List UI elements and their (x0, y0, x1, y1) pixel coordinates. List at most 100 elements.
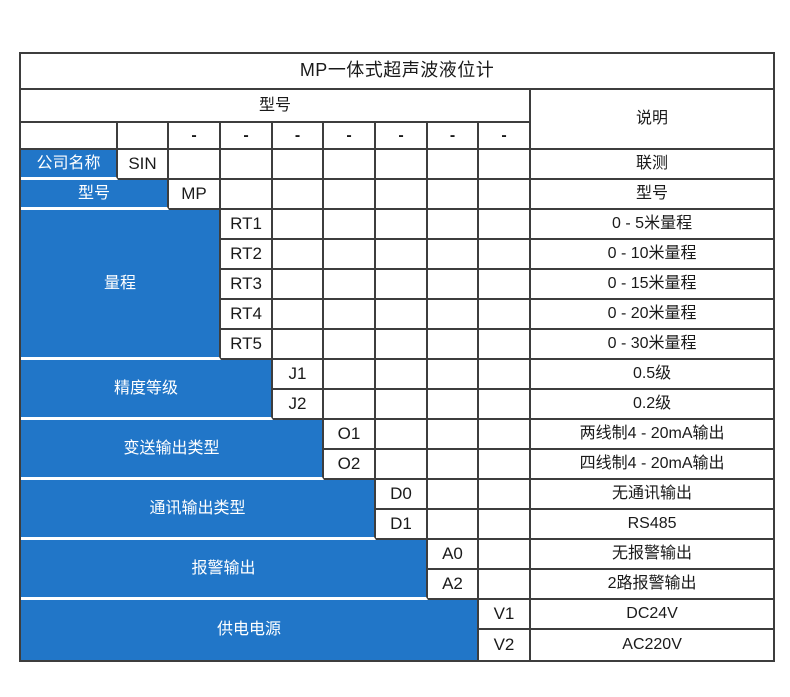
description-cell: RS485 (531, 510, 774, 540)
section-label: 供电电源 (21, 600, 479, 660)
code-cell: A2 (428, 570, 479, 600)
empty-cell (324, 360, 376, 390)
code-cell: V1 (479, 600, 531, 630)
section-label: 公司名称 (21, 150, 118, 180)
code-cell: A0 (428, 540, 479, 570)
empty-cell (479, 540, 531, 570)
table-row: V2 AC220V (21, 630, 773, 660)
description-cell: AC220V (622, 636, 682, 654)
dash-cell: - (221, 123, 273, 150)
description-cell: 四线制4 - 20mA输出 (531, 450, 774, 480)
table-row: O2 四线制4 - 20mA输出 (21, 450, 774, 480)
empty-cell (273, 150, 324, 180)
description-cell: 联测 (531, 150, 774, 180)
dash-cell: - (169, 123, 221, 150)
empty-cell (428, 450, 479, 480)
code-cell: J2 (273, 390, 324, 420)
empty-cell (376, 450, 428, 480)
section-label: 变送输出类型 (21, 420, 324, 480)
empty-cell (428, 390, 479, 420)
description-cell: 0 - 20米量程 (531, 300, 774, 330)
empty-cell (428, 300, 479, 330)
description-cell: 0 - 15米量程 (531, 270, 774, 300)
table-row: A2 2路报警输出 (21, 570, 774, 600)
empty-cell (324, 300, 376, 330)
empty-cell (479, 150, 531, 180)
empty-cell (479, 570, 531, 600)
table-row: 变送输出类型 O1 两线制4 - 20mA输出 (21, 420, 774, 480)
empty-cell (376, 330, 428, 360)
code-cell: V2 (479, 630, 531, 660)
empty-cell (376, 210, 428, 240)
empty-cell (273, 240, 324, 270)
empty-cell (428, 330, 479, 360)
empty-cell (428, 270, 479, 300)
table-row: RT4 0 - 20米量程 (21, 300, 774, 330)
description-cell: 2路报警输出 (531, 570, 774, 600)
empty-cell (376, 150, 428, 180)
table-row: 精度等级 J1 0.5级 (21, 360, 774, 420)
empty-cell (273, 270, 324, 300)
model-selection-table: MP一体式超声波液位计 型号 说明 - - - - - - - 公司名称 SIN 联测 型号 MP 型号… (19, 52, 776, 662)
empty-cell (479, 450, 531, 480)
dash-cell: - (324, 123, 376, 150)
table-row: 供电电源 V1 DC24V (21, 600, 774, 660)
table-title: MP一体式超声波液位计 (21, 54, 774, 90)
code-cell: SIN (118, 150, 169, 180)
empty-cell (428, 480, 479, 510)
empty-cell (428, 510, 479, 540)
empty-cell (479, 240, 531, 270)
description-cell: 无报警输出 (531, 540, 774, 570)
description-cell: 两线制4 - 20mA输出 (531, 420, 774, 450)
description-cell: 无通讯输出 (531, 480, 774, 510)
empty-cell (376, 240, 428, 270)
description-cell: 0 - 10米量程 (531, 240, 774, 270)
empty-cell (273, 330, 324, 360)
empty-cell (376, 270, 428, 300)
empty-cell (376, 360, 428, 390)
code-cell: O2 (324, 450, 376, 480)
empty-cell (479, 330, 531, 360)
dash-row: ------- (21, 123, 773, 150)
empty-cell (169, 150, 221, 180)
empty-cell (479, 420, 531, 450)
empty-cell (428, 180, 479, 210)
empty-cell (479, 510, 531, 540)
empty-cell (479, 270, 531, 300)
code-cell: J1 (273, 360, 324, 390)
section-label: 量程 (21, 210, 221, 360)
empty-cell (324, 180, 376, 210)
section-label: 报警输出 (21, 540, 428, 600)
empty-cell (376, 180, 428, 210)
empty-cell (428, 360, 479, 390)
table-row: 量程 RT1 0 - 5米量程 (21, 210, 774, 360)
table-row: 报警输出 A0 无报警输出 (21, 540, 774, 600)
empty-cell (21, 123, 118, 150)
empty-cell (324, 390, 376, 420)
table-row: D1 RS485 (21, 510, 774, 540)
empty-cell (376, 420, 428, 450)
code-cell: MP (169, 180, 221, 210)
code-cell: RT4 (221, 300, 273, 330)
dash-cell: - (273, 123, 324, 150)
empty-cell (221, 180, 273, 210)
empty-cell (428, 210, 479, 240)
empty-cell (118, 123, 169, 150)
code-cell: RT1 (221, 210, 273, 240)
table-row: RT2 0 - 10米量程 (21, 240, 774, 270)
description-cell: 0.2级 (531, 390, 774, 420)
description-cell: 0 - 5米量程 (531, 210, 774, 240)
description-cell: DC24V (531, 600, 774, 630)
empty-cell (221, 150, 273, 180)
empty-cell (479, 480, 531, 510)
description-column-header: 说明 (531, 90, 774, 150)
empty-cell (376, 300, 428, 330)
dash-cell: - (428, 123, 479, 150)
section-label: 精度等级 (21, 360, 273, 420)
code-cell: D0 (376, 480, 428, 510)
section-label: 型号 (21, 180, 169, 210)
empty-cell (428, 240, 479, 270)
empty-cell (324, 270, 376, 300)
table-row: RT5 0 - 30米量程 (21, 330, 774, 360)
